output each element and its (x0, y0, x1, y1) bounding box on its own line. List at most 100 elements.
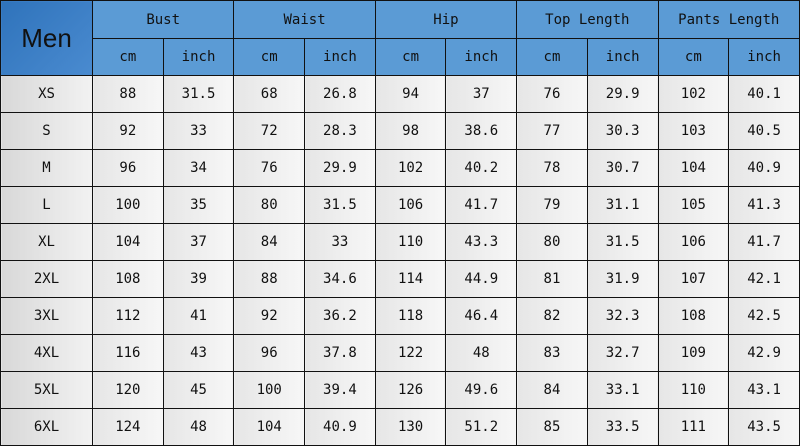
measurement-cell: 88 (233, 260, 306, 298)
measurement-cell: 80 (233, 186, 306, 224)
measurement-cell: 29.9 (586, 75, 659, 113)
size-label: 6XL (0, 408, 93, 446)
table-row: 6XL 124 48 104 40.9 130 51.2 85 33.5 111 43.5 (0, 408, 800, 446)
corner-label: Men (0, 0, 93, 76)
table-row: S 92 33 72 28.3 98 38.6 77 30.3 103 40.5 (0, 112, 800, 150)
measurement-cell: 38.6 (445, 112, 518, 150)
measurement-cell: 34 (162, 149, 235, 187)
measurement-cell: 31.5 (586, 223, 659, 261)
measurement-cell: 37 (162, 223, 235, 261)
group-header: Hip (374, 0, 518, 39)
measurement-cell: 98 (374, 112, 447, 150)
measurement-cell: 88 (92, 75, 164, 113)
measurement-cell: 31.9 (586, 260, 659, 298)
measurement-cell: 118 (374, 297, 447, 335)
measurement-cell: 112 (92, 297, 164, 335)
measurement-cell: 76 (233, 149, 306, 187)
measurement-cell: 28.3 (304, 112, 376, 150)
unit-header: inch (728, 38, 800, 76)
measurement-cell: 84 (516, 371, 588, 409)
measurement-cell: 77 (516, 112, 588, 150)
measurement-cell: 45 (162, 371, 235, 409)
group-header-row: Men Bust Waist Hip Top Length Pants Length (0, 0, 800, 76)
measurement-cell: 114 (374, 260, 447, 298)
unit-header: inch (445, 38, 518, 76)
measurement-cell: 78 (516, 149, 588, 187)
measurement-cell: 83 (516, 334, 588, 372)
unit-header: cm (233, 38, 306, 76)
measurement-cell: 42.9 (728, 334, 800, 372)
table-row: 3XL 112 41 92 36.2 118 46.4 82 32.3 108 42.5 (0, 297, 800, 335)
measurement-cell: 104 (233, 408, 306, 446)
table-row: 5XL 120 45 100 39.4 126 49.6 84 33.1 110 43.1 (0, 371, 800, 409)
measurement-cell: 43.5 (728, 408, 800, 446)
measurement-cell: 41.7 (728, 223, 800, 261)
unit-header: inch (304, 38, 376, 76)
measurement-cell: 29.9 (304, 149, 376, 187)
measurement-cell: 94 (374, 75, 447, 113)
measurement-cell: 30.3 (586, 112, 659, 150)
measurement-cell: 110 (657, 371, 730, 409)
measurement-cell: 49.6 (445, 371, 518, 409)
measurement-cell: 40.1 (728, 75, 800, 113)
measurement-cell: 42.1 (728, 260, 800, 298)
measurement-cell: 37 (445, 75, 518, 113)
measurement-cell: 36.2 (304, 297, 376, 335)
measurement-cell: 33.5 (586, 408, 659, 446)
table-row: XS 88 31.5 68 26.8 94 37 76 29.9 102 40.1 (0, 75, 800, 113)
table-row: XL 104 37 84 33 110 43.3 80 31.5 106 41.7 (0, 223, 800, 261)
group-header: Pants Length (657, 0, 800, 39)
measurement-cell: 116 (92, 334, 164, 372)
measurement-cell: 42.5 (728, 297, 800, 335)
measurement-cell: 82 (516, 297, 588, 335)
unit-header: cm (657, 38, 730, 76)
measurement-cell: 124 (92, 408, 164, 446)
measurement-cell: 79 (516, 186, 588, 224)
measurement-cell: 33 (162, 112, 235, 150)
table-row: 4XL 116 43 96 37.8 122 48 83 32.7 109 42.9 (0, 334, 800, 372)
unit-header: cm (92, 38, 164, 76)
unit-header: cm (516, 38, 588, 76)
measurement-cell: 72 (233, 112, 306, 150)
measurement-cell: 40.5 (728, 112, 800, 150)
measurement-cell: 41 (162, 297, 235, 335)
measurement-cell: 100 (92, 186, 164, 224)
measurement-cell: 26.8 (304, 75, 376, 113)
measurement-cell: 104 (92, 223, 164, 261)
measurement-cell: 31.5 (304, 186, 376, 224)
measurement-cell: 40.9 (728, 149, 800, 187)
measurement-cell: 111 (657, 408, 730, 446)
measurement-cell: 30.7 (586, 149, 659, 187)
table-row: 2XL 108 39 88 34.6 114 44.9 81 31.9 107 42.1 (0, 260, 800, 298)
size-label: 4XL (0, 334, 93, 372)
measurement-cell: 81 (516, 260, 588, 298)
measurement-cell: 108 (92, 260, 164, 298)
size-label: L (0, 186, 93, 224)
measurement-cell: 92 (233, 297, 306, 335)
measurement-cell: 105 (657, 186, 730, 224)
table-row: L 100 35 80 31.5 106 41.7 79 31.1 105 41.3 (0, 186, 800, 224)
measurement-cell: 106 (374, 186, 447, 224)
measurement-cell: 31.1 (586, 186, 659, 224)
measurement-cell: 109 (657, 334, 730, 372)
measurement-cell: 31.5 (162, 75, 235, 113)
measurement-cell: 100 (233, 371, 306, 409)
measurement-cell: 48 (445, 334, 518, 372)
measurement-cell: 110 (374, 223, 447, 261)
measurement-cell: 34.6 (304, 260, 376, 298)
unit-header: cm (374, 38, 447, 76)
size-label: M (0, 149, 93, 187)
measurement-cell: 33.1 (586, 371, 659, 409)
measurement-cell: 108 (657, 297, 730, 335)
measurement-cell: 102 (374, 149, 447, 187)
measurement-cell: 96 (92, 149, 164, 187)
measurement-cell: 40.2 (445, 149, 518, 187)
measurement-cell: 96 (233, 334, 306, 372)
measurement-cell: 85 (516, 408, 588, 446)
measurement-cell: 103 (657, 112, 730, 150)
measurement-cell: 33 (304, 223, 376, 261)
measurement-cell: 92 (92, 112, 164, 150)
group-header: Waist (233, 0, 376, 39)
measurement-cell: 107 (657, 260, 730, 298)
size-label: 2XL (0, 260, 93, 298)
